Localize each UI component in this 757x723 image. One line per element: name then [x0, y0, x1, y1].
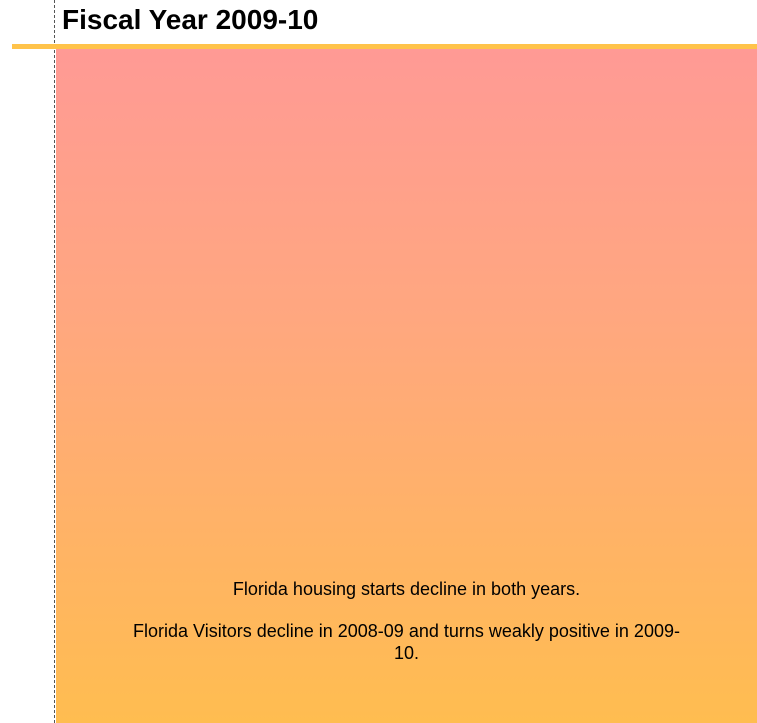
gradient-panel	[56, 49, 757, 723]
slide-title: Fiscal Year 2009-10	[62, 4, 319, 35]
paragraph: Florida housing starts decline in both y…	[232, 579, 581, 599]
title-rule	[12, 44, 757, 49]
dashed-guide	[54, 0, 55, 723]
paragraph: Florida Visitors decline in 2008-09 and …	[133, 621, 680, 663]
panel-text: Florida housing starts decline in both y…	[56, 578, 757, 684]
